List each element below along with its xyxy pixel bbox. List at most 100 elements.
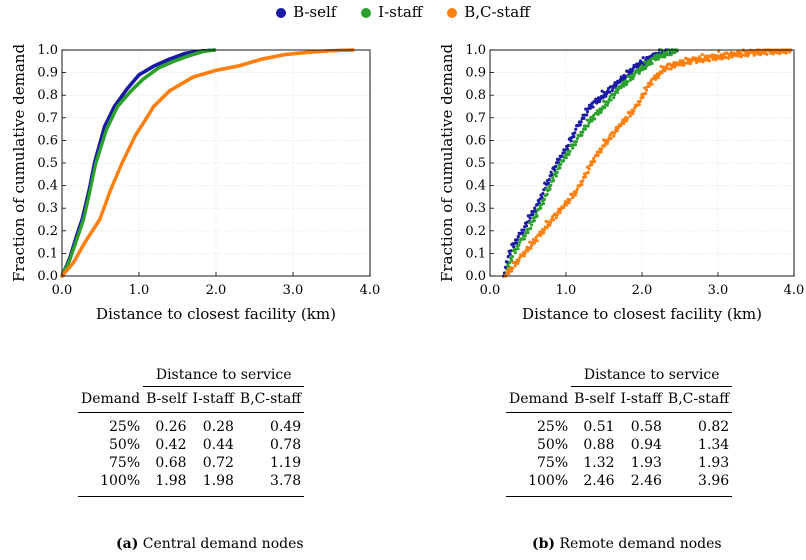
data-point [544, 219, 548, 224]
data-point [647, 63, 651, 67]
x-tick-label: 1.0 [129, 283, 150, 298]
data-point [512, 245, 516, 249]
data-point [641, 68, 645, 72]
data-point [614, 84, 618, 89]
table-remote: Distance to service Demand B-self I-staf… [506, 366, 733, 497]
data-point [568, 198, 572, 202]
data-point [587, 167, 591, 171]
table-cell: 0.58 [630, 419, 662, 435]
data-point [522, 228, 526, 232]
data-point [638, 69, 642, 73]
data-point [548, 187, 552, 191]
data-point [571, 195, 575, 200]
data-point [607, 90, 612, 94]
data-point [600, 147, 604, 151]
table-cell: 1.93 [630, 455, 662, 471]
data-point [558, 211, 562, 215]
chart-central: 0.0 0.1 0.2 0.3 0.4 0.5 0.6 0.7 0.8 0.9 1.0 0.0 1.0 2… [10, 43, 380, 323]
x-tick-label: 2.0 [206, 283, 227, 298]
data-point [736, 50, 740, 54]
table-cell: 0.94 [630, 437, 662, 453]
data-point [644, 91, 648, 96]
table-row: 25% 0.51 0.58 0.82 [506, 413, 732, 437]
data-point [516, 234, 520, 239]
data-point [581, 179, 585, 183]
data-point [719, 52, 723, 57]
data-point [631, 77, 635, 81]
table-row: 75% 0.68 0.72 1.19 [78, 454, 304, 472]
data-point [529, 246, 533, 250]
y-tick-label: 0.0 [37, 269, 58, 284]
data-point [585, 110, 590, 114]
data-point [592, 160, 597, 164]
data-point [662, 51, 666, 55]
grid [61, 49, 371, 277]
data-point [579, 120, 583, 124]
data-point [559, 208, 563, 212]
data-point [559, 162, 563, 166]
data-point [554, 174, 558, 178]
data-point [625, 80, 630, 84]
data-point [542, 198, 547, 202]
data-point [537, 201, 541, 205]
table-cell: 3.78 [236, 472, 305, 497]
data-point [555, 213, 559, 217]
table-cell: 1.93 [698, 455, 730, 471]
y-tick-label: 0.5 [37, 156, 58, 171]
data-point [599, 150, 603, 154]
data-point [724, 56, 728, 60]
table-cell: 0.88 [583, 437, 615, 453]
data-point [654, 77, 658, 81]
data-point [510, 266, 515, 270]
x-tick-label: 1.0 [556, 283, 577, 298]
data-point [609, 136, 613, 141]
legend-label: B,C-staff [464, 3, 530, 21]
data-point [658, 53, 662, 57]
data-point [699, 57, 703, 61]
data-point [605, 103, 609, 107]
data-point [710, 53, 714, 57]
y-tick-label: 0.4 [465, 179, 486, 194]
data-point [598, 97, 602, 101]
data-point [554, 164, 558, 169]
legend-item-bc-staff: B,C-staff [447, 3, 530, 21]
data-point [578, 123, 582, 127]
data-point [583, 175, 588, 179]
data-point [613, 93, 617, 97]
series-1 [60, 48, 217, 278]
y-tick-label: 0.4 [37, 179, 58, 194]
table-header: Demand [506, 386, 572, 413]
data-point [624, 74, 628, 79]
data-point [581, 130, 585, 134]
table-cell: 25% [537, 419, 569, 435]
data-point [632, 74, 636, 78]
data-point [613, 131, 617, 135]
data-point [608, 94, 612, 99]
data-point [604, 94, 608, 98]
data-point [533, 206, 537, 210]
x-axis-label: Distance to closest facility (km) [522, 305, 762, 323]
data-point [713, 53, 717, 58]
data-point [672, 61, 676, 65]
table-cell: 75% [537, 455, 569, 471]
x-tick-label: 3.0 [283, 283, 304, 298]
table-cell: 100% [506, 472, 572, 497]
data-point [628, 78, 632, 82]
data-point [568, 149, 572, 153]
data-point [542, 228, 547, 232]
table-cell: 100% [78, 472, 144, 497]
data-point [551, 176, 555, 180]
data-point [529, 226, 533, 231]
data-point [616, 126, 620, 130]
data-point [643, 60, 647, 64]
data-point [644, 64, 649, 68]
table-cell: 0.49 [270, 419, 302, 435]
table-header: B,C-staff [664, 386, 733, 413]
data-point [588, 106, 592, 110]
series-2 [503, 48, 793, 278]
table-header: Demand [78, 386, 144, 413]
data-point [666, 53, 671, 57]
data-point [566, 143, 571, 148]
data-point [530, 223, 534, 227]
legend-label: I-staff [378, 3, 423, 21]
